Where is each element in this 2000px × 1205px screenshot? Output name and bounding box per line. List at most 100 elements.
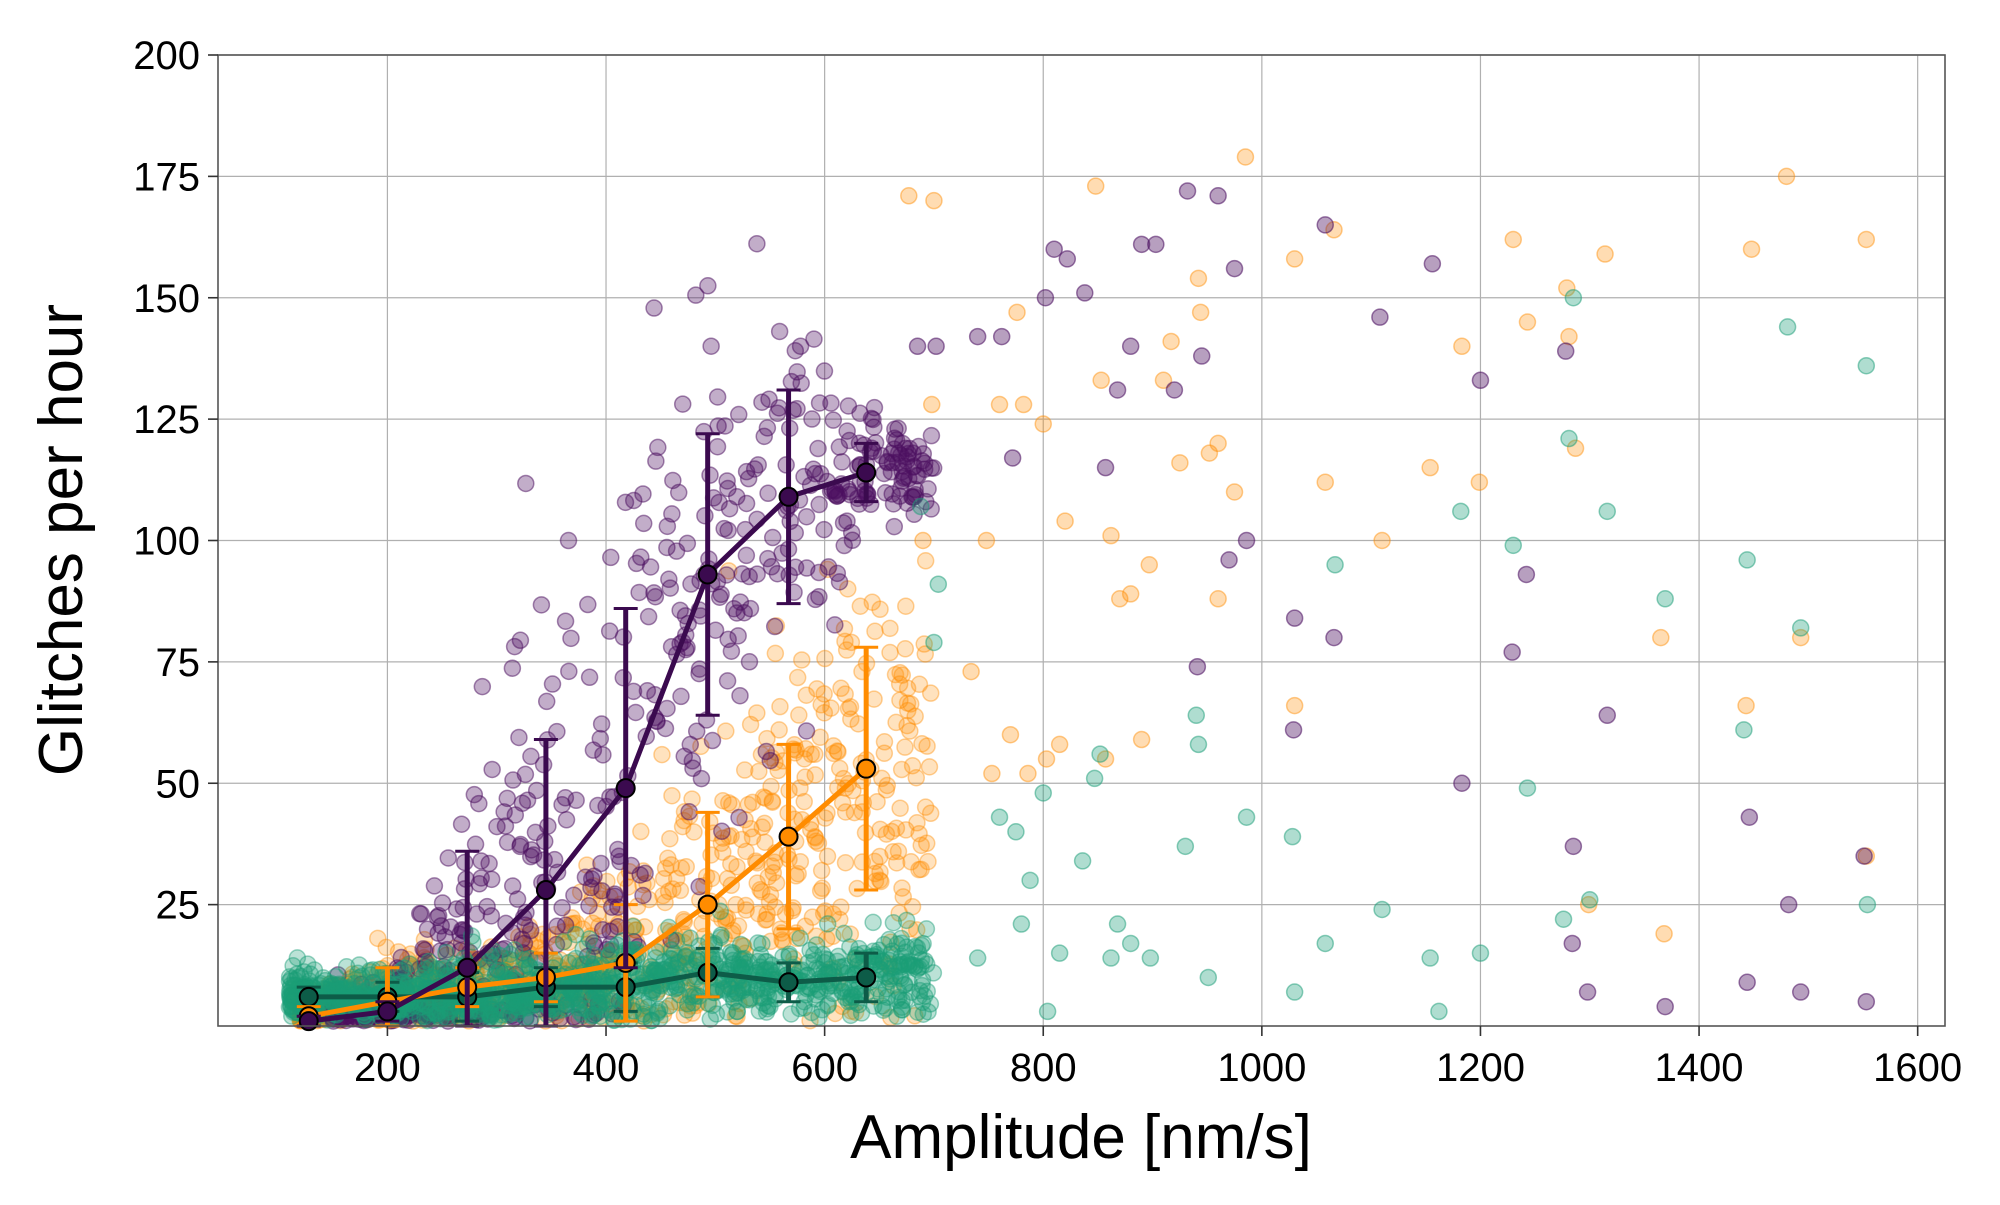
scatter-point bbox=[677, 857, 695, 876]
scatter-point bbox=[556, 612, 575, 630]
scatter-point bbox=[917, 920, 936, 938]
x-tick-label: 1000 bbox=[1217, 1046, 1306, 1090]
scatter-point bbox=[896, 640, 915, 658]
scatter-point bbox=[751, 880, 769, 899]
scatter-point bbox=[592, 854, 610, 873]
scatter-point bbox=[1056, 512, 1074, 530]
scatter-point bbox=[653, 745, 671, 764]
scatter-point bbox=[788, 668, 807, 687]
scatter-point bbox=[1566, 439, 1585, 458]
scatter-point bbox=[1154, 371, 1173, 390]
scatter-point bbox=[818, 930, 836, 948]
scatter-point bbox=[1014, 395, 1033, 414]
scatter-point bbox=[656, 719, 675, 738]
scatter-point bbox=[1102, 526, 1120, 545]
scatter-point bbox=[921, 684, 940, 702]
scatter-point bbox=[758, 910, 776, 929]
scatter-point bbox=[720, 499, 739, 518]
scatter-point bbox=[662, 856, 680, 874]
scatter-point bbox=[1092, 371, 1110, 390]
scatter-point bbox=[790, 706, 808, 724]
mean-marker bbox=[615, 778, 636, 799]
scatter-point bbox=[628, 897, 647, 916]
scatter-point bbox=[1470, 473, 1489, 491]
scatter-point bbox=[562, 915, 581, 933]
scatter-point bbox=[1034, 784, 1052, 802]
scatter-point bbox=[1738, 551, 1756, 569]
scatter-point bbox=[616, 493, 635, 512]
scatter-point bbox=[908, 814, 926, 832]
scatter-point bbox=[635, 918, 654, 936]
scatter-point bbox=[606, 885, 624, 903]
scatter-point bbox=[521, 921, 540, 940]
scatter-point bbox=[1121, 337, 1140, 356]
scatter-point bbox=[1598, 706, 1617, 725]
scatter-point bbox=[806, 829, 825, 847]
scatter-point bbox=[532, 596, 551, 614]
scatter-point bbox=[1140, 556, 1159, 574]
scatter-point bbox=[824, 737, 843, 755]
scatter-point bbox=[567, 914, 586, 932]
scatter-point bbox=[888, 935, 907, 953]
scatter-point bbox=[288, 949, 307, 967]
scatter-point bbox=[908, 1003, 927, 1021]
scatter-point bbox=[878, 453, 897, 472]
scatter-point bbox=[634, 514, 653, 533]
scatter-point bbox=[711, 928, 730, 947]
scatter-point bbox=[753, 393, 771, 411]
scatter-point bbox=[891, 663, 909, 682]
scatter-point bbox=[1316, 216, 1334, 234]
scatter-point bbox=[559, 531, 578, 550]
scatter-point bbox=[832, 679, 850, 698]
scatter-point bbox=[412, 905, 430, 923]
scatter-point bbox=[728, 858, 746, 876]
scatter-point bbox=[761, 886, 780, 904]
scatter-point bbox=[630, 583, 648, 602]
scatter-point bbox=[762, 777, 780, 796]
scatter-point bbox=[680, 951, 698, 969]
scatter-point bbox=[681, 997, 700, 1015]
scatter-point bbox=[672, 687, 690, 706]
scatter-point bbox=[713, 910, 731, 929]
scatter-point bbox=[401, 955, 419, 973]
scatter-point bbox=[1556, 342, 1575, 360]
scatter-point bbox=[715, 929, 733, 947]
scatter-point bbox=[903, 897, 922, 916]
scatter-point bbox=[633, 1006, 651, 1025]
scatter-point bbox=[483, 760, 501, 779]
scatter-point bbox=[1191, 303, 1210, 322]
scatter-point bbox=[1316, 473, 1334, 491]
scatter-point bbox=[675, 803, 694, 821]
scatter-point bbox=[553, 898, 571, 917]
scatter-point bbox=[807, 832, 825, 850]
scatter-point bbox=[748, 874, 766, 892]
scatter-point bbox=[717, 566, 736, 584]
scatter-point bbox=[877, 825, 896, 843]
scatter-point bbox=[1008, 303, 1026, 322]
y-tick-label: 200 bbox=[133, 34, 200, 78]
scatter-point bbox=[760, 893, 779, 911]
scatter-point bbox=[920, 758, 939, 776]
scatter-point bbox=[828, 564, 847, 583]
scatter-points bbox=[280, 148, 1877, 1030]
scatter-point bbox=[582, 878, 600, 897]
scatter-point bbox=[922, 426, 941, 445]
scatter-point bbox=[522, 847, 540, 866]
scatter-point bbox=[900, 187, 918, 205]
scatter-point bbox=[1857, 230, 1876, 249]
scatter-point bbox=[1165, 381, 1184, 399]
scatter-point bbox=[1192, 347, 1211, 365]
scatter-point bbox=[642, 958, 660, 977]
scatter-point bbox=[1284, 721, 1303, 739]
scatter-point bbox=[759, 868, 778, 886]
scatter-point bbox=[836, 685, 854, 703]
scatter-point bbox=[733, 565, 751, 583]
scatter-point bbox=[832, 898, 850, 916]
scatter-point bbox=[602, 940, 621, 959]
scatter-point bbox=[421, 1003, 439, 1022]
scatter-point bbox=[663, 505, 681, 523]
y-axis-title: Glitches per hour bbox=[27, 304, 96, 776]
scatter-point bbox=[871, 847, 889, 866]
x-tick-label: 1200 bbox=[1436, 1046, 1525, 1090]
scatter-point bbox=[770, 721, 788, 739]
